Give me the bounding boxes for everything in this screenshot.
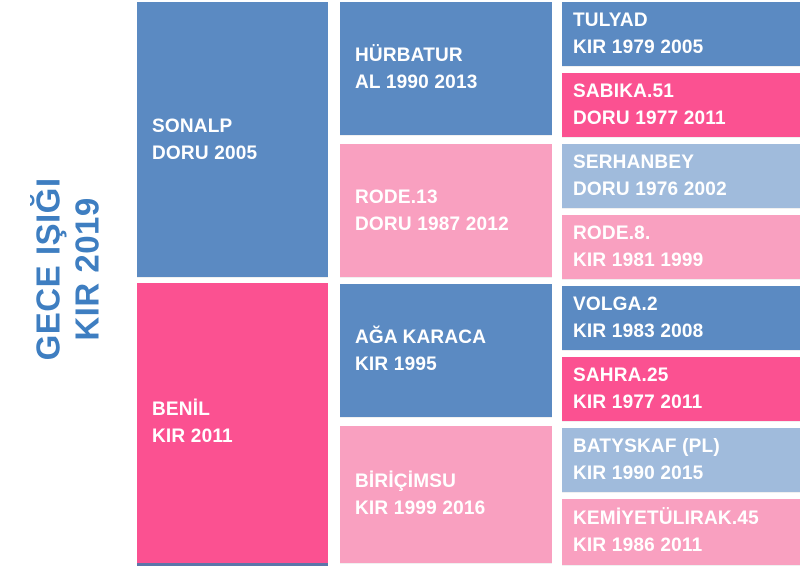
pedigree-node-dam: BENİL KIR 2011	[137, 283, 328, 563]
horse-name: TULYAD	[573, 10, 648, 31]
generation-2-column: HÜRBATUR AL 1990 2013 RODE.13 DORU 1987 …	[340, 0, 552, 566]
horse-name: VOLGA.2	[573, 294, 658, 315]
subject-horse-title: GECE IŞIĞI KIR 2019	[30, 178, 108, 361]
pedigree-node-ggp-7: BATYSKAF (PL) KIR 1990 2015	[562, 428, 800, 492]
horse-detail: KIR 1983 2008	[573, 321, 704, 342]
pedigree-node-ggp-4: RODE.8. KIR 1981 1999	[562, 215, 800, 279]
pedigree-node-ggp-2: SABIKA.51 DORU 1977 2011	[562, 73, 800, 137]
horse-detail: KIR 1979 2005	[573, 37, 704, 58]
horse-name: KEMİYETÜLIRAK.45	[573, 508, 759, 529]
horse-detail: DORU 1976 2002	[573, 179, 727, 200]
horse-name: HÜRBATUR	[355, 44, 463, 66]
horse-name: BATYSKAF (PL)	[573, 436, 720, 457]
horse-detail: AL 1990 2013	[355, 71, 478, 93]
horse-name: SERHANBEY	[573, 152, 695, 173]
horse-detail: KIR 1995	[355, 353, 437, 375]
horse-name: RODE.13	[355, 186, 438, 208]
pedigree-node-granddam-2: BİRİÇİMSU KIR 1999 2016	[340, 426, 552, 563]
horse-detail: DORU 1977 2011	[573, 108, 726, 129]
horse-name: RODE.8.	[573, 223, 651, 244]
horse-name: AĞA KARACA	[355, 326, 487, 348]
horse-detail: DORU 1987 2012	[355, 213, 509, 235]
pedigree-node-grandsire-2: AĞA KARACA KIR 1995	[340, 284, 552, 417]
subject-title-area: GECE IŞIĞI KIR 2019	[0, 0, 137, 566]
subject-horse-detail: KIR 2019	[68, 197, 106, 341]
horse-name: SABIKA.51	[573, 81, 675, 102]
subject-horse-name: GECE IŞIĞI	[29, 177, 67, 361]
bottom-accent-strip	[137, 563, 328, 566]
horse-detail: DORU 2005	[152, 142, 258, 164]
generation-3-column: TULYAD KIR 1979 2005 SABIKA.51 DORU 1977…	[562, 0, 800, 566]
horse-detail: KIR 1990 2015	[573, 463, 704, 484]
pedigree-node-ggp-3: SERHANBEY DORU 1976 2002	[562, 144, 800, 208]
horse-name: BENİL	[152, 399, 210, 420]
horse-detail: KIR 2011	[152, 426, 233, 447]
pedigree-node-ggp-6: SAHRA.25 KIR 1977 2011	[562, 357, 800, 421]
pedigree-node-sire: SONALP DORU 2005	[137, 2, 328, 277]
horse-name: SAHRA.25	[573, 365, 669, 386]
horse-detail: KIR 1986 2011	[573, 535, 703, 556]
pedigree-node-ggp-5: VOLGA.2 KIR 1983 2008	[562, 286, 800, 350]
horse-detail: KIR 1977 2011	[573, 392, 703, 413]
pedigree-node-ggp-1: TULYAD KIR 1979 2005	[562, 2, 800, 66]
pedigree-node-ggp-8: KEMİYETÜLIRAK.45 KIR 1986 2011	[562, 499, 800, 565]
pedigree-node-granddam-1: RODE.13 DORU 1987 2012	[340, 144, 552, 277]
horse-name: SONALP	[152, 115, 233, 137]
pedigree-node-grandsire-1: HÜRBATUR AL 1990 2013	[340, 2, 552, 135]
horse-name: BİRİÇİMSU	[355, 470, 457, 492]
horse-detail: KIR 1999 2016	[355, 497, 486, 519]
generation-1-column: SONALP DORU 2005 BENİL KIR 2011	[137, 0, 328, 566]
horse-detail: KIR 1981 1999	[573, 250, 704, 271]
